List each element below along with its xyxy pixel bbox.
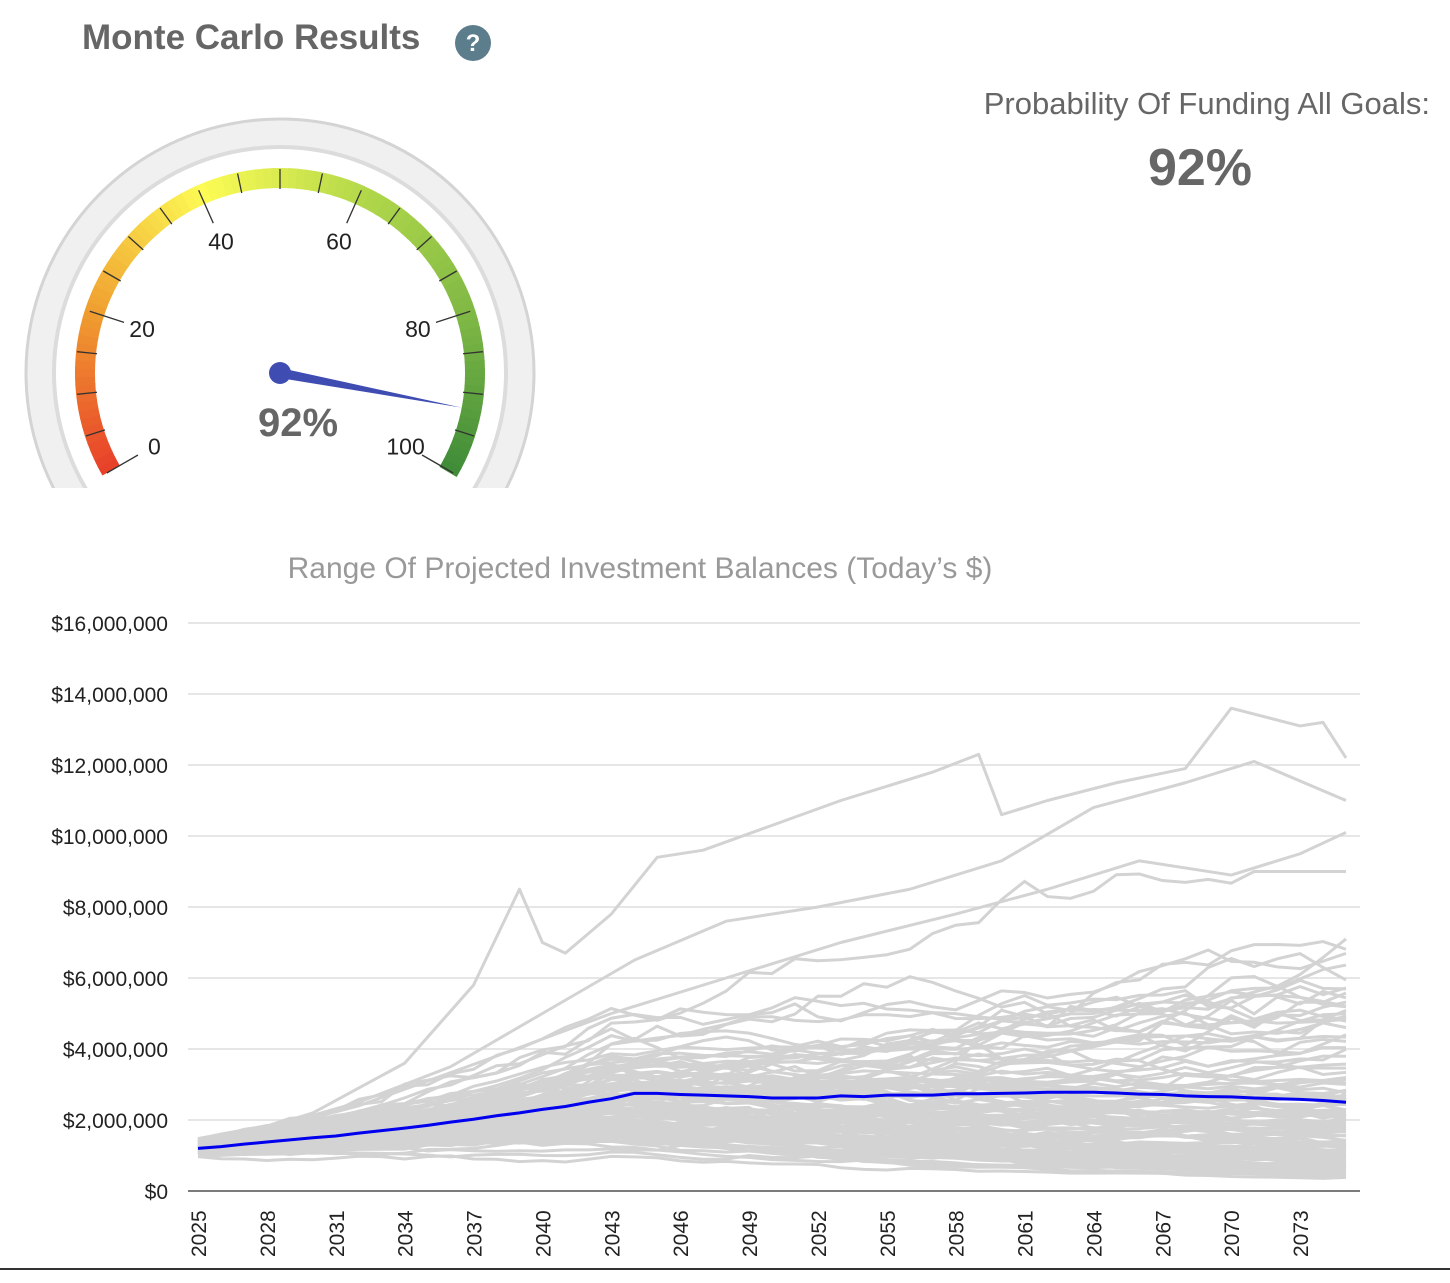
x-tick-label: 2040 (532, 1210, 555, 1257)
x-tick-label: 2073 (1290, 1210, 1313, 1257)
divider (0, 1268, 1450, 1270)
gauge: 0 20 40 60 80 100 92% (24, 117, 536, 488)
gauge-face (52, 145, 508, 488)
gauge-tick-label: 40 (208, 229, 234, 255)
gauge-minor-tick (77, 391, 98, 395)
gauge-minor-tick (439, 270, 457, 282)
y-tick-label: $0 (145, 1181, 168, 1204)
gauge-body: 0 20 40 60 80 100 92% (24, 117, 536, 488)
x-tick-label: 2061 (1015, 1210, 1038, 1257)
page-title: Monte Carlo Results (82, 18, 421, 57)
x-tick-label: 2070 (1221, 1210, 1244, 1257)
simulation-line (197, 1154, 1347, 1177)
x-tick-label: 2055 (877, 1210, 900, 1257)
simulation-line (197, 1140, 1347, 1174)
gauge-tick-label: 20 (129, 316, 155, 342)
gauge-major-tick (435, 310, 471, 323)
gauge-minor-tick (454, 429, 475, 437)
gauge-tick-label: 80 (405, 316, 431, 342)
simulation-line (197, 1091, 1347, 1153)
simulation-line (197, 831, 1347, 1150)
gauge-tick-label: 0 (148, 434, 161, 460)
gauge-needle-hub (269, 362, 291, 384)
median-line (197, 1090, 1347, 1150)
simulation-line (197, 706, 1348, 1150)
x-tick-label: 2031 (326, 1210, 349, 1257)
question-circle-icon[interactable]: ? (455, 25, 491, 61)
y-tick-label: $4,000,000 (63, 1039, 168, 1062)
x-tick-label: 2037 (464, 1210, 487, 1257)
gauge-needle (279, 368, 462, 408)
simulation-line (197, 978, 1347, 1150)
x-tick-label: 2058 (946, 1210, 969, 1257)
gauge-minor-tick (127, 236, 144, 251)
gauge-minor-tick (462, 351, 483, 355)
y-tick-label: $6,000,000 (63, 968, 168, 991)
simulation-line (197, 1076, 1347, 1143)
x-tick-label: 2049 (739, 1210, 762, 1257)
gauge-minor-tick (85, 429, 106, 437)
y-tick-label: $2,000,000 (63, 1110, 168, 1133)
gauge-minor-tick (77, 351, 98, 355)
x-tick-label: 2028 (257, 1210, 280, 1257)
simulation-line (197, 940, 1347, 1141)
gauge-minor-tick (387, 207, 401, 225)
y-tick-label: $16,000,000 (51, 613, 168, 636)
x-tick-label: 2043 (601, 1210, 624, 1257)
gauge-minor-tick (416, 236, 433, 251)
gauge-major-tick (421, 454, 454, 474)
y-tick-label: $8,000,000 (63, 897, 168, 920)
gauge-major-tick (106, 454, 139, 474)
gauge-minor-tick (462, 391, 483, 395)
gauge-color-band (439, 458, 462, 477)
simulation-line (197, 759, 1347, 1150)
gauge-major-tick (89, 310, 125, 323)
x-tick-label: 2046 (670, 1210, 693, 1257)
simulation-line (197, 1137, 1347, 1169)
x-tick-label: 2052 (808, 1210, 831, 1257)
simulation-line (197, 948, 1347, 1141)
gauge-minor-tick (236, 173, 243, 194)
simulation-line (197, 1130, 1347, 1175)
gauge-tick-label: 60 (326, 229, 352, 255)
gauge-minor-tick (103, 270, 121, 282)
gauge-major-tick (346, 190, 362, 224)
probability-label: Probability Of Funding All Goals: (983, 86, 1430, 121)
chart-title: Range Of Projected Investment Balances (… (288, 552, 993, 585)
gauge-major-tick (198, 190, 214, 224)
x-tick-label: 2025 (188, 1210, 211, 1257)
probability-value: 92% (1147, 139, 1253, 197)
simulation-line (197, 1125, 1347, 1171)
gauge-value-label: 92% (258, 401, 338, 445)
gauge-minor-tick (317, 173, 324, 194)
x-tick-label: 2064 (1083, 1210, 1106, 1257)
simulation-line (197, 963, 1347, 1154)
x-tick-label: 2067 (1152, 1210, 1175, 1257)
simulation-line (197, 1102, 1347, 1150)
y-tick-label: $10,000,000 (51, 826, 168, 849)
x-tick-label: 2034 (395, 1210, 418, 1257)
gauge-tick-label: 100 (386, 434, 424, 460)
y-tick-label: $12,000,000 (51, 755, 168, 778)
simulation-line (197, 1133, 1347, 1171)
gauge-minor-tick (159, 207, 173, 225)
y-tick-label: $14,000,000 (51, 684, 168, 707)
